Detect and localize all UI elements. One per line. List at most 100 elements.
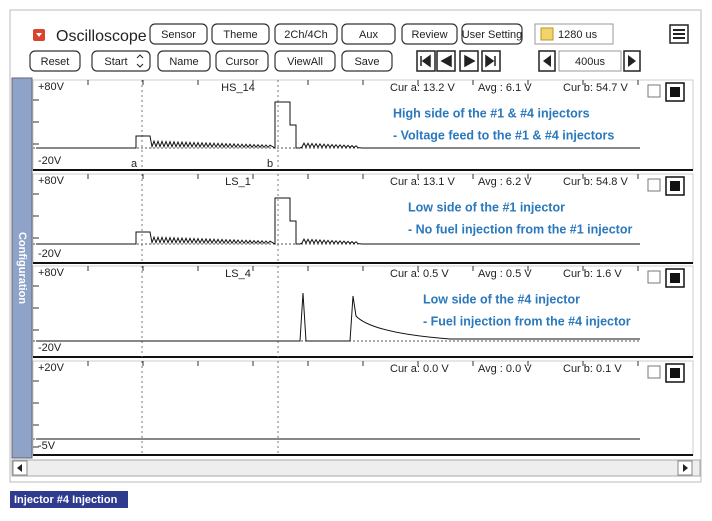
button-label[interactable]: Sensor xyxy=(161,29,196,41)
toolbar-button[interactable]: Start xyxy=(91,50,151,72)
channel-checkbox[interactable] xyxy=(647,84,661,98)
scale-bottom: -20V xyxy=(38,155,62,167)
cursor-b-value: Cur b: 54.8 V xyxy=(563,176,628,188)
scroll-right-arrow xyxy=(683,464,688,472)
channel-panel xyxy=(32,79,694,171)
button-frame[interactable] xyxy=(157,50,211,72)
average-value: Avg : 6.2 V xyxy=(478,176,532,188)
channel-panel xyxy=(32,173,694,264)
toolbar-button[interactable]: Cursor xyxy=(215,50,269,72)
app-title: Oscilloscope xyxy=(56,28,147,45)
waveform xyxy=(36,101,640,149)
toolbar-button[interactable]: Reset xyxy=(29,50,81,72)
button-label[interactable]: Start xyxy=(104,56,127,68)
scale-bottom: -20V xyxy=(38,342,62,354)
cursor-a-value: Cur a: 0.5 V xyxy=(390,268,449,280)
waveform xyxy=(36,197,640,245)
annotation: - Fuel injection from the #4 injector xyxy=(423,314,631,328)
toolbar-button[interactable]: ViewAll xyxy=(274,50,336,72)
zoom: 400us xyxy=(575,56,605,68)
button-label[interactable]: User Setting xyxy=(462,29,523,41)
channel-name: LS_4 xyxy=(225,268,251,280)
button-frame[interactable] xyxy=(149,23,208,45)
scroll-left-arrow xyxy=(17,464,22,472)
button-frame[interactable] xyxy=(341,50,393,72)
annotation: - No fuel injection from the #1 injector xyxy=(408,222,632,236)
button-label[interactable]: Aux xyxy=(359,29,378,41)
toolbar-button[interactable]: Save xyxy=(341,50,393,72)
average-value: Avg : 0.5 V xyxy=(478,268,532,280)
scale-bottom: -5V xyxy=(38,440,56,452)
channel-name: LS_1 xyxy=(225,176,251,188)
channel-checkbox[interactable] xyxy=(647,178,661,192)
nav-icon xyxy=(440,54,452,68)
toolbar-button[interactable]: Name xyxy=(157,50,211,72)
button-label[interactable]: Theme xyxy=(223,29,257,41)
cursor-b-value: Cur b: 54.7 V xyxy=(563,82,628,94)
sidebar-label[interactable]: Configuration xyxy=(16,232,28,304)
channel-name: HS_14 xyxy=(221,82,255,94)
nav-icon xyxy=(464,54,476,68)
nav-icon xyxy=(485,54,496,68)
scale-top: +80V xyxy=(38,175,65,187)
button-label[interactable]: ViewAll xyxy=(287,56,323,68)
scrollbar[interactable] xyxy=(11,459,701,477)
menu-icon xyxy=(673,29,685,39)
header-button[interactable]: Aux xyxy=(341,23,396,45)
cursor-b-label: b xyxy=(267,158,273,170)
app-icon-arrow xyxy=(36,33,42,37)
button-frame[interactable] xyxy=(274,23,338,45)
button-frame[interactable] xyxy=(401,23,458,45)
average-value: Avg : 6.1 V xyxy=(478,82,532,94)
cursor-a-value: Cur a: 0.0 V xyxy=(390,363,449,375)
button-frame[interactable] xyxy=(29,50,81,72)
button-frame[interactable] xyxy=(215,50,269,72)
header-button[interactable]: Review xyxy=(401,23,458,45)
time-base: 1280 us xyxy=(558,29,598,41)
time-base-icon xyxy=(540,27,554,41)
button-label[interactable]: Reset xyxy=(41,56,70,68)
annotation: Low side of the #1 injector xyxy=(408,200,565,214)
header-button[interactable]: Sensor xyxy=(149,23,208,45)
cursor-a-value: Cur a: 13.2 V xyxy=(390,82,455,94)
header-button[interactable]: 2Ch/4Ch xyxy=(274,23,338,45)
header-button[interactable]: Theme xyxy=(211,23,270,45)
button-frame[interactable] xyxy=(274,50,336,72)
channel-checkbox[interactable] xyxy=(647,365,661,379)
button-frame[interactable] xyxy=(461,23,523,45)
cursor-b-value: Cur b: 0.1 V xyxy=(563,363,622,375)
waveform xyxy=(36,292,640,342)
zoom-box xyxy=(558,50,622,72)
channel-panel xyxy=(32,265,694,358)
caption: Injector #4 Injection xyxy=(14,494,118,506)
caption-bg xyxy=(10,491,128,508)
time-base-box xyxy=(534,23,614,45)
channel-panel xyxy=(32,360,694,456)
header-button[interactable]: User Setting xyxy=(461,23,523,45)
cursor-a-value: Cur a: 13.1 V xyxy=(390,176,455,188)
annotation: Low side of the #4 injector xyxy=(423,292,580,306)
cursor-b-value: Cur b: 1.6 V xyxy=(563,268,622,280)
channel-button-fill xyxy=(670,273,680,283)
button-label[interactable]: Cursor xyxy=(225,56,258,68)
sidebar[interactable] xyxy=(11,77,33,459)
button-label[interactable]: Review xyxy=(411,29,447,41)
cursor-a-label: a xyxy=(131,158,138,170)
button-frame[interactable] xyxy=(211,23,270,45)
channel-checkbox[interactable] xyxy=(647,270,661,284)
button-frame[interactable] xyxy=(91,50,151,72)
nav-icon xyxy=(420,54,431,68)
button-label[interactable]: 2Ch/4Ch xyxy=(284,29,327,41)
zoom-out-icon xyxy=(543,55,551,67)
annotation: High side of the #1 & #4 injectors xyxy=(393,106,590,120)
button-label[interactable]: Name xyxy=(169,56,198,68)
scale-bottom: -20V xyxy=(38,248,62,260)
annotation: - Voltage feed to the #1 & #4 injectors xyxy=(393,128,614,142)
spinner-icon xyxy=(136,54,144,68)
button-frame[interactable] xyxy=(341,23,396,45)
button-label[interactable]: Save xyxy=(354,56,379,68)
average-value: Avg : 0.0 V xyxy=(478,363,532,375)
